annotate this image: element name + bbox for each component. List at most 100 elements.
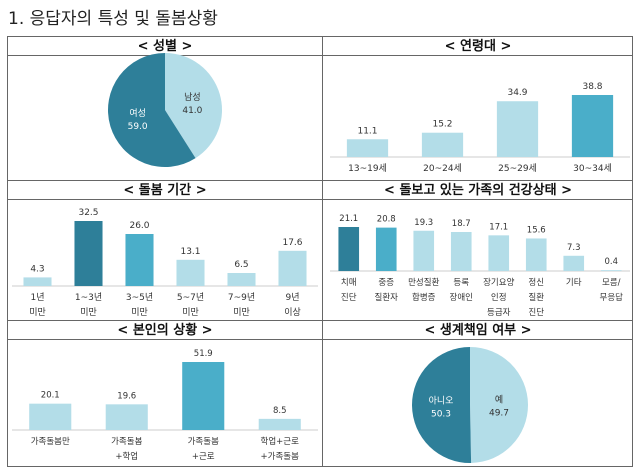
duration-data-label: 17.6 [282, 238, 302, 248]
livelihood-slice-value: 50.3 [431, 409, 451, 419]
duration-title: < 돌봄 기간 > [8, 180, 322, 200]
health-bar [338, 227, 360, 271]
health-bar [525, 238, 547, 271]
age-bar [346, 139, 389, 157]
status-bar [105, 404, 148, 430]
duration-tick-label: 미만 [233, 307, 250, 318]
duration-tick-label: 5~7년 [177, 292, 204, 303]
health-tick-label: 만성질환 [408, 277, 439, 288]
status-title: < 본인의 상황 > [8, 320, 322, 340]
health-tick-label: 정신 [528, 277, 544, 288]
status-data-label: 51.9 [194, 349, 213, 359]
status-data-label: 20.1 [41, 391, 60, 401]
health-tick-label: 진단 [341, 292, 357, 303]
duration-data-label: 13.1 [180, 247, 200, 257]
age-data-label: 11.1 [357, 126, 377, 136]
age-data-label: 38.8 [582, 82, 602, 92]
health-data-label: 0.4 [604, 257, 618, 267]
duration-tick-label: 이상 [284, 307, 301, 318]
age-data-label: 34.9 [507, 88, 527, 98]
health-title: < 돌보고 있는 가족의 건강상태 > [323, 180, 633, 200]
health-bar [600, 270, 622, 271]
livelihood-slice-value: 49.7 [489, 409, 509, 419]
duration-bar [227, 273, 256, 286]
health-tick-label: 인정 [491, 292, 507, 303]
health-tick-label: 모름/ [602, 278, 621, 288]
duration-tick-label: 미만 [80, 307, 97, 318]
health-data-label: 7.3 [567, 243, 581, 253]
status-bar [182, 362, 225, 430]
health-tick-label: 질환 [528, 292, 544, 303]
status-tick-label: 학업+근로 [261, 436, 300, 447]
gender-slice [108, 53, 196, 167]
health-bar [413, 230, 435, 271]
duration-tick-label: 미만 [182, 307, 199, 318]
health-tick-label: 치매 [341, 278, 357, 288]
status-tick-label: 가족돌봄 [188, 437, 219, 447]
health-tick-label: 무응답 [600, 292, 624, 303]
health-bar [563, 255, 585, 271]
health-data-label: 17.1 [489, 222, 508, 232]
health-tick-label: 등록 [453, 278, 469, 288]
duration-data-label: 4.3 [30, 264, 44, 274]
column-divider [322, 37, 323, 466]
health-tick-label: 합병증 [412, 293, 436, 303]
duration-data-label: 26.0 [129, 221, 149, 231]
health-tick-label: 진단 [528, 307, 544, 318]
page-title: 1. 응답자의 특성 및 돌봄상황 [8, 9, 218, 29]
health-data-label: 21.1 [339, 214, 358, 224]
duration-data-label: 32.5 [78, 208, 98, 218]
livelihood-slice [470, 347, 528, 463]
livelihood-slice-label: 아니오 [429, 395, 454, 406]
livelihood-slice-label: 예 [495, 395, 503, 406]
health-bar [450, 232, 472, 271]
status-tick-label: +가족돌봄 [261, 452, 300, 462]
duration-bar [125, 234, 154, 286]
age-tick-label: 20~24세 [423, 163, 462, 174]
duration-tick-label: 미만 [29, 307, 46, 318]
health-tick-label: 장애인 [450, 292, 473, 303]
duration-tick-label: 9년 [285, 292, 299, 303]
duration-tick-label: 1~3년 [75, 292, 102, 303]
duration-data-label: 6.5 [234, 260, 248, 270]
status-bar [29, 403, 72, 430]
health-data-label: 19.3 [414, 218, 433, 228]
livelihood-title: < 생계책임 여부 > [323, 320, 633, 340]
duration-bar [74, 221, 103, 286]
chart-grid: < 성별 > < 연령대 > < 돌봄 기간 > < 돌보고 있는 가족의 건강… [7, 36, 633, 467]
health-data-label: 18.7 [452, 219, 471, 229]
gender-slice-label: 여성 [129, 107, 146, 119]
health-tick-label: 등급자 [487, 308, 511, 318]
health-tick-label: 기타 [566, 278, 582, 288]
status-tick-label: +학업 [115, 451, 138, 462]
age-bar [421, 132, 464, 157]
duration-bar [23, 277, 52, 286]
duration-tick-label: 1년 [30, 292, 44, 303]
status-data-label: 19.6 [117, 391, 136, 401]
status-data-label: 8.5 [273, 406, 287, 416]
status-bar [258, 418, 301, 430]
duration-bar [278, 250, 307, 286]
duration-tick-label: 7~9년 [228, 292, 255, 303]
status-tick-label: 가족돌봄 [111, 437, 142, 447]
health-bar [488, 235, 510, 271]
health-tick-label: 중증 [378, 278, 394, 288]
age-bar [571, 95, 614, 157]
duration-tick-label: 3~5년 [126, 292, 153, 303]
gender-slice [165, 53, 222, 159]
duration-bar [176, 259, 205, 286]
age-title: < 연령대 > [323, 36, 633, 56]
gender-slice-value: 59.0 [128, 122, 148, 132]
age-bar [496, 101, 539, 157]
livelihood-slice [411, 347, 472, 463]
gender-slice-value: 41.0 [182, 106, 202, 116]
status-tick-label: +근로 [192, 452, 215, 462]
health-tick-label: 질환자 [375, 292, 399, 303]
age-tick-label: 30~34세 [573, 163, 612, 174]
health-data-label: 20.8 [377, 215, 396, 225]
health-data-label: 15.6 [527, 225, 546, 235]
age-tick-label: 25~29세 [498, 163, 537, 174]
age-data-label: 15.2 [432, 120, 452, 130]
health-tick-label: 장기요양 [483, 277, 514, 288]
